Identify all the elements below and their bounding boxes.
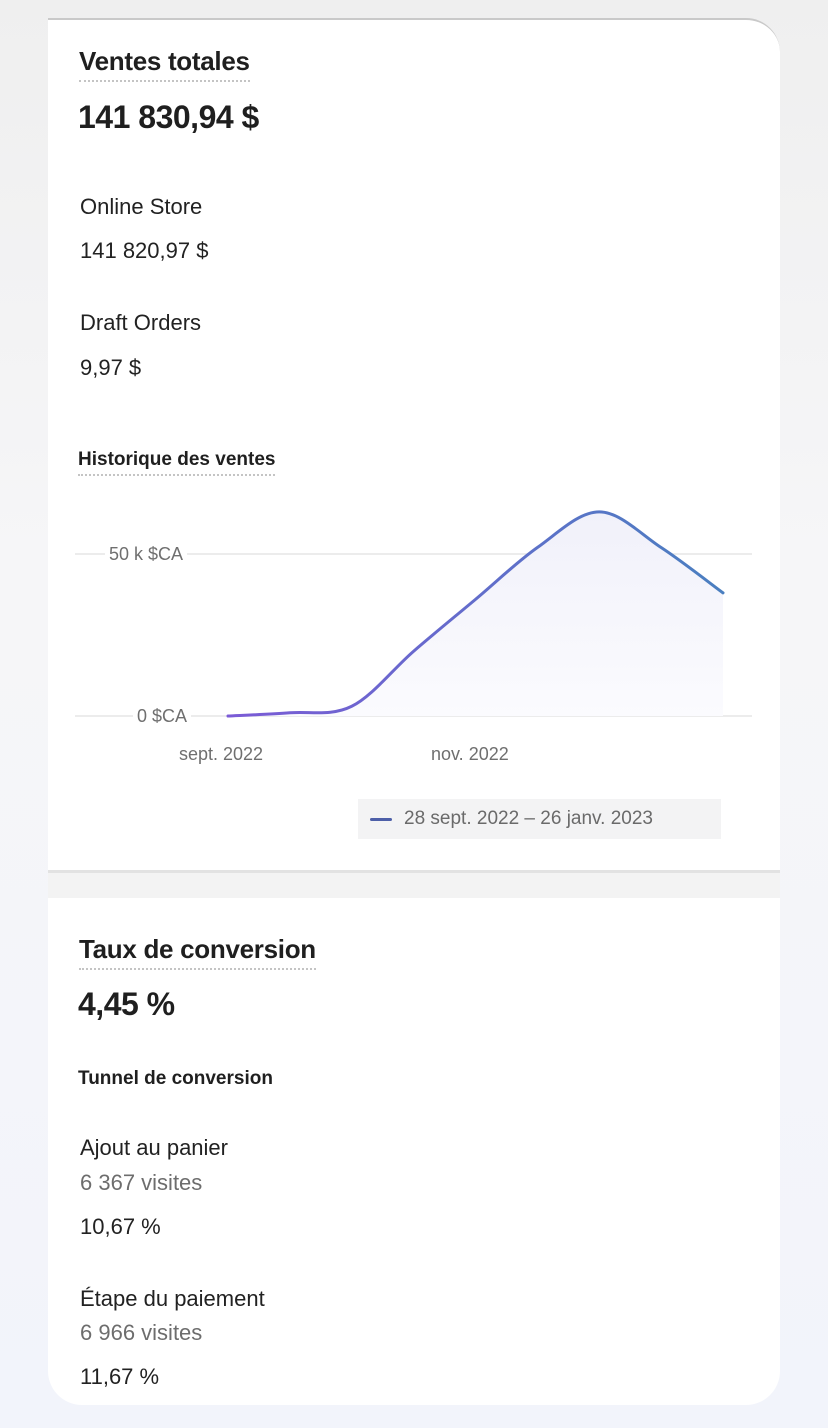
conversion-title[interactable]: Taux de conversion	[79, 934, 316, 970]
funnel-step-visits: 6 966 visites	[80, 1320, 203, 1345]
legend-label: 28 sept. 2022 – 26 janv. 2023	[404, 808, 653, 829]
sales-chart	[75, 510, 752, 718]
chart-line	[226, 510, 725, 718]
sales-history-title[interactable]: Historique des ventes	[78, 449, 276, 476]
sales-title[interactable]: Ventes totales	[79, 46, 250, 82]
y-tick-label: 50 k $CA	[104, 544, 187, 565]
chart-legend[interactable]: 28 sept. 2022 – 26 janv. 2023	[358, 799, 721, 839]
x-tick-label: sept. 2022	[179, 744, 264, 764]
conversion-rate: 4,45 %	[78, 986, 175, 1022]
sales-card	[48, 18, 780, 870]
y-tick-label: 0 $CA	[132, 706, 191, 727]
legend-swatch	[370, 817, 392, 821]
conversion-card	[48, 898, 780, 1405]
chart-area	[228, 511, 723, 716]
channel-label: Online Store	[80, 194, 203, 219]
funnel-step-label: Ajout au panier	[80, 1135, 228, 1160]
x-tick-label: nov. 2022	[431, 744, 509, 764]
channel-value: 9,97 $	[80, 355, 142, 380]
funnel-step-rate: 11,67 %	[80, 1364, 160, 1389]
funnel-step-label: Étape du paiement	[80, 1286, 265, 1311]
sales-total: 141 830,94 $	[78, 99, 259, 135]
funnel-title: Tunnel de conversion	[78, 1068, 273, 1089]
channel-label: Draft Orders	[80, 310, 202, 335]
card-divider	[48, 870, 780, 898]
channel-value: 141 820,97 $	[80, 238, 209, 263]
funnel-step-rate: 10,67 %	[80, 1214, 161, 1239]
funnel-step-visits: 6 367 visites	[80, 1170, 203, 1195]
